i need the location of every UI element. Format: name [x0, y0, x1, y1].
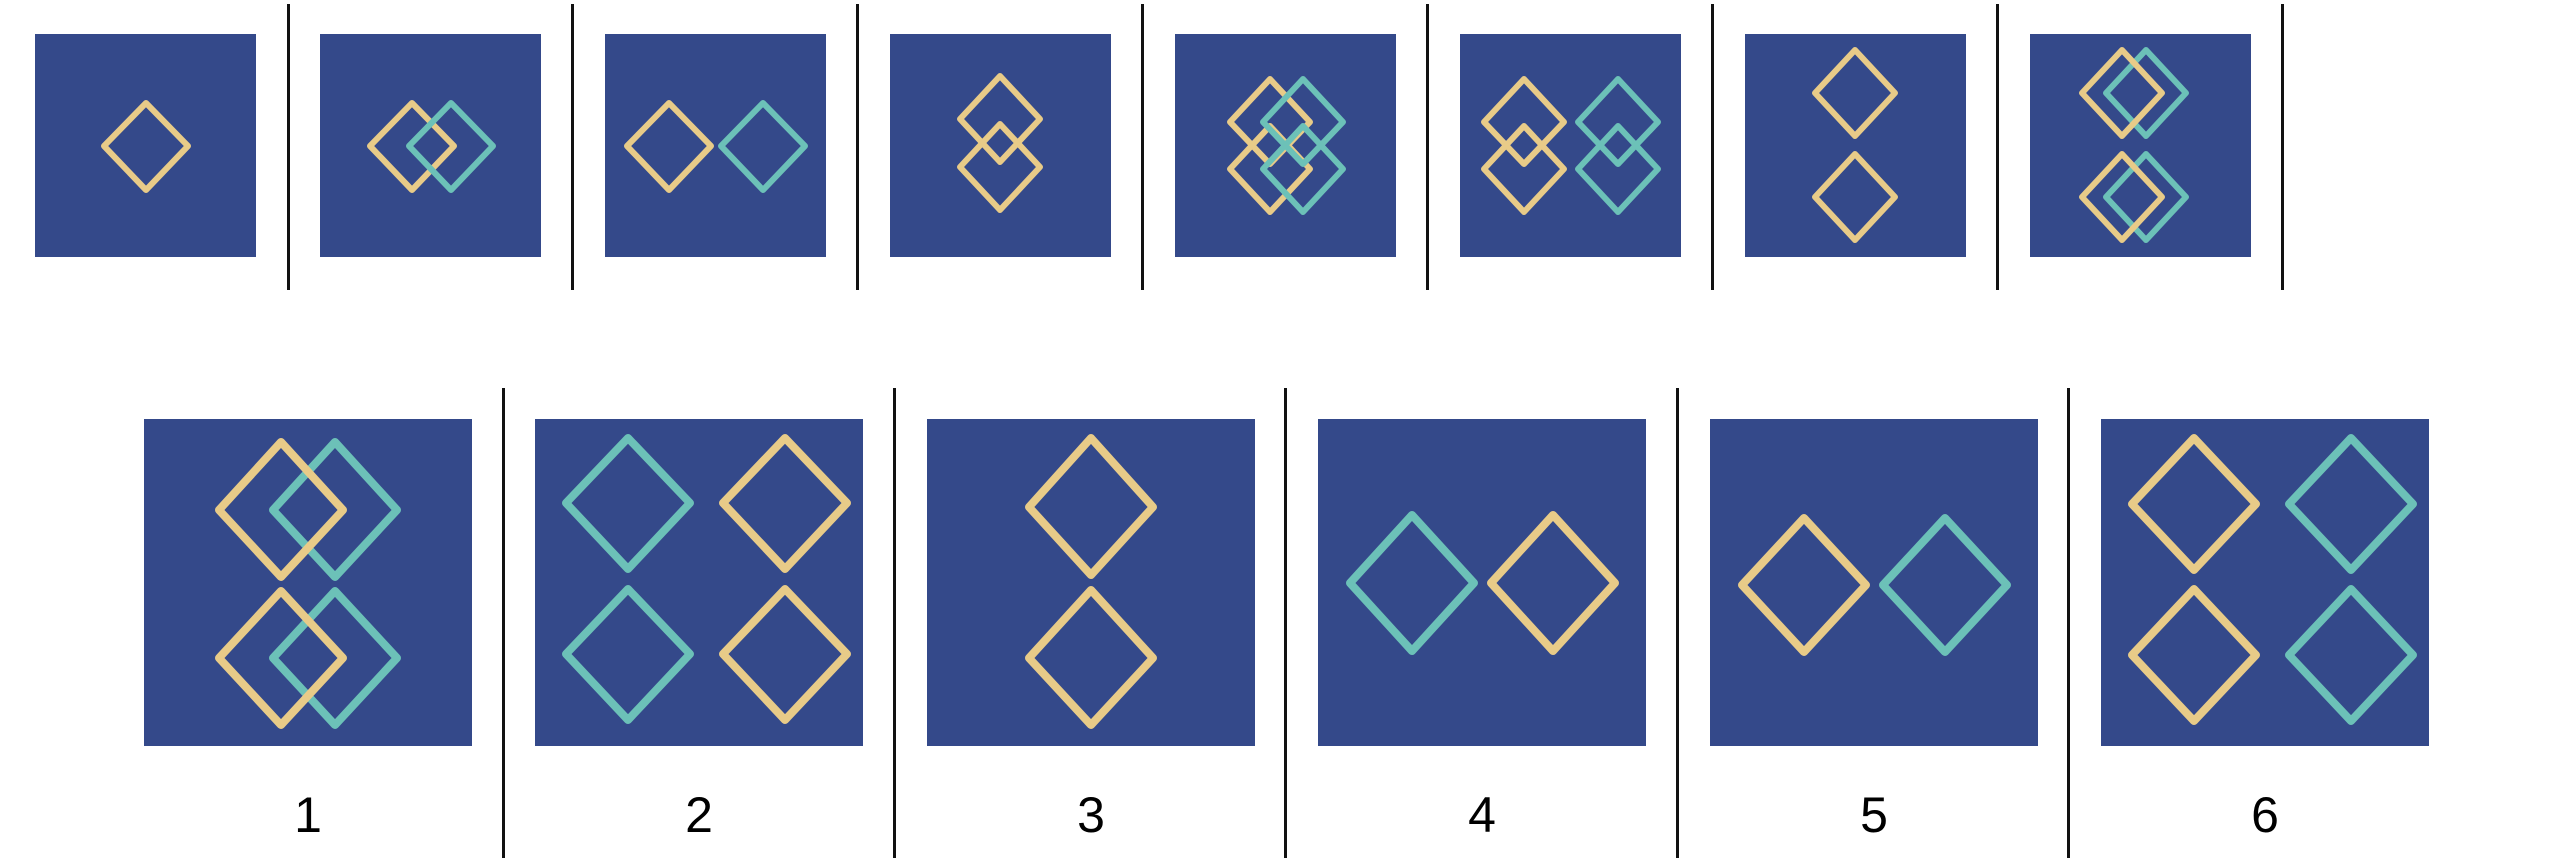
diamond-figure: [1481, 76, 1661, 215]
option-label-5: 5: [1860, 787, 1888, 843]
divider: [893, 388, 896, 858]
divider: [1426, 4, 1429, 290]
option-label-6: 6: [2251, 787, 2279, 843]
diamond-figure: [101, 100, 191, 193]
diamond-figure: [215, 438, 401, 729]
divider: [1284, 388, 1287, 858]
diamond-figure: [2079, 47, 2189, 243]
sequence-panel-4: [890, 34, 1111, 257]
option-panel-6[interactable]: [2101, 419, 2429, 746]
divider: [287, 4, 290, 290]
diamond-figure: [624, 100, 808, 193]
diamond-figure: [2128, 434, 2417, 725]
option-label-4: 4: [1468, 787, 1496, 843]
option-panel-4[interactable]: [1318, 419, 1646, 746]
diamond-figure: [1025, 434, 1157, 729]
option-panel-5[interactable]: [1710, 419, 2038, 746]
sequence-panel-7: [1745, 34, 1966, 257]
sequence-panel-6: [1460, 34, 1681, 257]
option-panel-1[interactable]: [144, 419, 472, 746]
sequence-panel-8: [2030, 34, 2251, 257]
option-label-2: 2: [685, 787, 713, 843]
divider: [2281, 4, 2284, 290]
option-label-3: 3: [1077, 787, 1105, 843]
option-panel-2[interactable]: [535, 419, 863, 746]
diamond-figure: [1812, 47, 1898, 243]
diamond-figure: [1346, 511, 1619, 655]
divider: [1711, 4, 1714, 290]
divider: [1996, 4, 1999, 290]
divider: [1676, 388, 1679, 858]
diamond-figure: [367, 100, 496, 193]
divider: [502, 388, 505, 858]
diamond-figure: [1738, 514, 2011, 656]
divider: [2067, 388, 2070, 858]
diamond-figure: [957, 73, 1043, 213]
divider: [571, 4, 574, 290]
sequence-panel-1: [35, 34, 256, 257]
option-panel-3[interactable]: [927, 419, 1255, 746]
sequence-panel-2: [320, 34, 541, 257]
sequence-panel-3: [605, 34, 826, 257]
diamond-figure: [562, 434, 851, 724]
diamond-figure: [1227, 76, 1346, 215]
divider: [1141, 4, 1144, 290]
sequence-panel-5: [1175, 34, 1396, 257]
option-label-1: 1: [294, 787, 322, 843]
divider: [856, 4, 859, 290]
